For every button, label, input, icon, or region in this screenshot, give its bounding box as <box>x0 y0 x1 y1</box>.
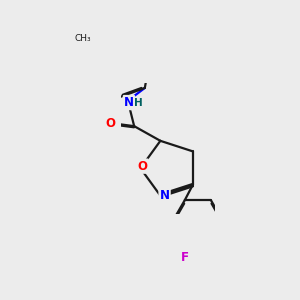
Text: H: H <box>134 98 143 108</box>
Text: O: O <box>138 160 148 173</box>
Text: N: N <box>160 189 170 202</box>
Text: CH₃: CH₃ <box>74 34 91 43</box>
Text: N: N <box>124 96 134 109</box>
Text: F: F <box>181 251 189 264</box>
Text: O: O <box>105 117 115 130</box>
